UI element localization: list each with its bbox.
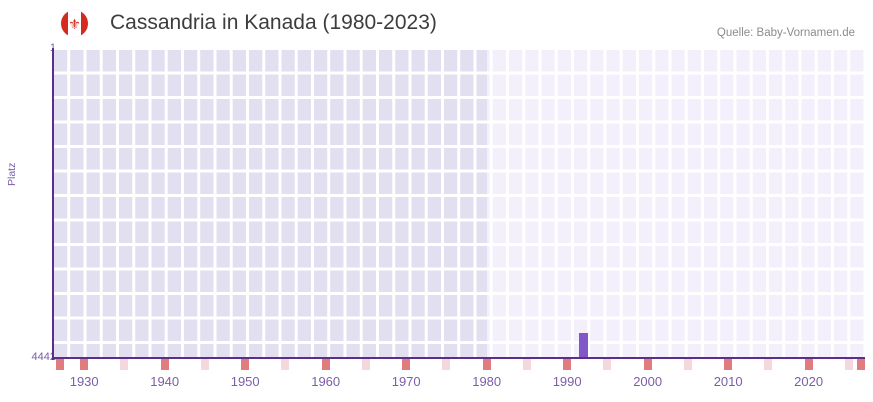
x-axis-line <box>52 357 865 359</box>
x-tick-label-1970: 1970 <box>391 374 421 389</box>
axis-marker-half-decade <box>442 359 451 370</box>
axis-marker-edge <box>857 359 865 370</box>
axis-marker-decade <box>643 359 652 370</box>
axis-marker-decade <box>563 359 572 370</box>
axis-marker-decade <box>80 359 89 370</box>
axis-marker-half-decade <box>120 359 129 370</box>
x-tick-label-1990: 1990 <box>552 374 582 389</box>
axis-marker-half-decade <box>281 359 290 370</box>
axis-tick-markers <box>52 359 865 370</box>
x-tick-label-1950: 1950 <box>230 374 260 389</box>
axis-marker-half-decade <box>683 359 692 370</box>
source-attribution: Quelle: Baby-Vornamen.de <box>716 27 855 39</box>
axis-marker-half-decade <box>603 359 612 370</box>
flag-band-left <box>61 10 68 37</box>
page-title: Cassandria in Kanada (1980-2023) <box>110 11 437 34</box>
x-tick-label-1960: 1960 <box>311 374 341 389</box>
axis-marker-half-decade <box>522 359 531 370</box>
axis-marker-decade <box>482 359 491 370</box>
x-tick-label-2000: 2000 <box>633 374 663 389</box>
y-axis-title: Platz <box>6 162 18 186</box>
axis-marker-decade <box>160 359 169 370</box>
axis-marker-edge <box>56 359 65 370</box>
x-tick-label-2020: 2020 <box>794 374 824 389</box>
axis-marker-half-decade <box>361 359 370 370</box>
y-axis-line <box>52 48 54 360</box>
axis-marker-decade <box>241 359 250 370</box>
data-range-band <box>486 48 865 358</box>
axis-marker-decade <box>804 359 813 370</box>
axis-marker-decade <box>724 359 733 370</box>
canada-flag-icon: ⚜ <box>61 10 88 37</box>
x-tick-label-1980: 1980 <box>472 374 502 389</box>
chart-header: ⚜ Cassandria in Kanada (1980-2023) Quell… <box>0 0 873 46</box>
x-tick-label-2010: 2010 <box>713 374 743 389</box>
x-axis-labels: 1930 1940 1950 1960 1970 1980 1990 2000 2010 2020 <box>52 372 865 396</box>
axis-marker-half-decade <box>844 359 853 370</box>
y-tick-label-bottom: 4442 <box>31 351 56 363</box>
plot-area <box>52 48 865 358</box>
axis-marker-decade <box>321 359 330 370</box>
x-tick-label-1930: 1930 <box>69 374 99 389</box>
flag-band-right <box>81 10 88 37</box>
axis-marker-decade <box>402 359 411 370</box>
axis-marker-half-decade <box>200 359 209 370</box>
maple-leaf-icon: ⚜ <box>68 15 81 32</box>
x-tick-label-1940: 1940 <box>150 374 180 389</box>
data-bar <box>579 332 589 358</box>
axis-marker-half-decade <box>764 359 773 370</box>
